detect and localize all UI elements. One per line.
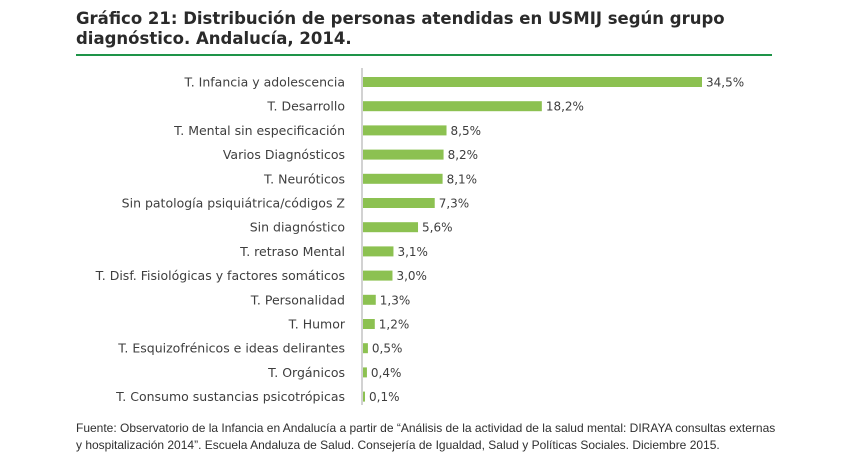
bar (363, 222, 419, 233)
value-label: 3,1% (397, 245, 428, 259)
value-label: 5,6% (422, 221, 453, 235)
source-note: Fuente: Observatorio de la Infancia en A… (76, 421, 776, 452)
value-label: 1,2% (379, 318, 410, 332)
bar-chart: T. Infancia y adolescencia 34,5% T. Desarr… (95, 68, 744, 405)
value-label: 8,5% (451, 124, 482, 138)
bar (363, 319, 375, 329)
value-label: 18,2% (546, 100, 584, 114)
value-label: 0,5% (372, 342, 403, 356)
category-label: Varios Diagnósticos (223, 147, 345, 162)
category-label: T. Esquizofrénicos e ideas delirantes (117, 341, 345, 356)
bar (363, 343, 368, 354)
value-label: 34,5% (706, 76, 744, 90)
value-label: 3,0% (396, 269, 427, 283)
value-label: 8,2% (448, 148, 479, 162)
category-label: T. Personalidad (250, 292, 345, 307)
category-label: T. Desarrollo (266, 99, 345, 114)
category-label: Sin diagnóstico (250, 220, 345, 235)
title-divider (76, 54, 772, 56)
category-label: T. Humor (288, 317, 346, 332)
category-label: T. Neuróticos (263, 171, 345, 186)
category-label: T. Mental sin especificación (173, 123, 345, 138)
bar (363, 198, 435, 208)
value-label: 0,4% (371, 366, 402, 380)
bar (363, 101, 542, 112)
bar (363, 270, 393, 281)
category-label: T. Infancia y adolescencia (184, 75, 345, 90)
bar (363, 149, 444, 160)
category-label: T. Consumo sustancias psicotrópicas (115, 389, 345, 404)
value-label: 1,3% (380, 293, 411, 307)
category-label: T. Orgánicos (267, 365, 345, 380)
category-label: T. retraso Mental (239, 244, 345, 259)
bar (363, 367, 367, 378)
bar (363, 173, 443, 184)
bar (363, 391, 365, 402)
value-label: 7,3% (439, 197, 470, 211)
bar (363, 125, 447, 136)
bar (363, 246, 394, 257)
bar (363, 294, 376, 305)
chart-title: Gráfico 21: Distribución de personas ate… (76, 9, 725, 48)
category-label: T. Disf. Fisiológicas y factores somátic… (95, 268, 345, 283)
value-label: 0,1% (369, 390, 400, 404)
bar (363, 77, 702, 87)
category-label: Sin patología psiquiátrica/códigos Z (122, 196, 345, 211)
value-label: 8,1% (447, 172, 478, 186)
